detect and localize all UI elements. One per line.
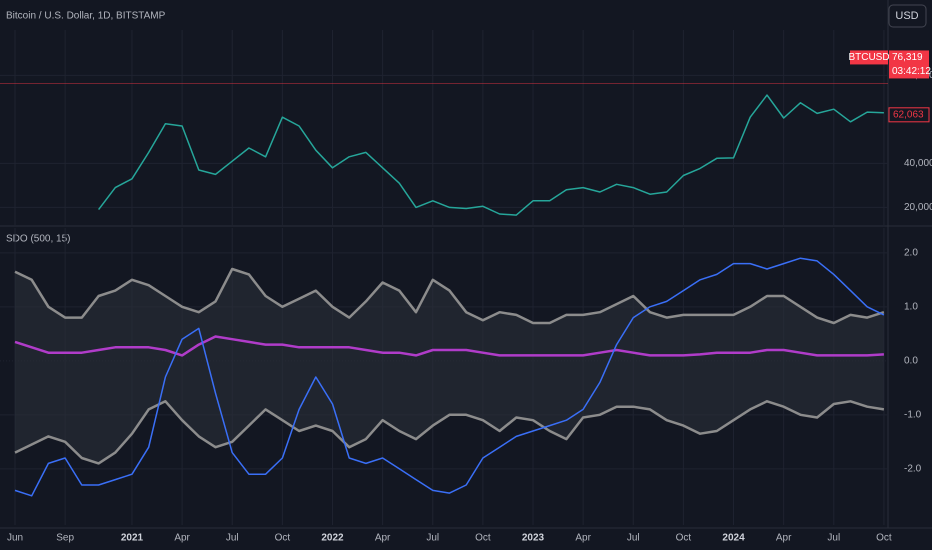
currency-label[interactable]: USD (895, 10, 918, 22)
x-tick-label: Apr (776, 533, 792, 544)
y-tick-label: -1.0 (904, 409, 922, 420)
y-tick-label: 20,000 (904, 202, 932, 213)
y-tick-label: 1.0 (904, 301, 918, 312)
countdown-label: 03:42:12 (892, 66, 931, 77)
symbol-title: Bitcoin / U.S. Dollar, 1D, BITSTAMP (6, 11, 166, 22)
indicator-title: SDO (500, 15) (6, 234, 70, 245)
x-tick-label: Sep (56, 533, 74, 544)
pane (0, 228, 888, 525)
y-tick-label: 0.0 (904, 355, 918, 366)
currency-button[interactable] (888, 4, 927, 28)
x-tick-label: Apr (575, 533, 591, 544)
x-tick-label: 2024 (722, 533, 745, 544)
x-tick-label: Jul (627, 533, 640, 544)
series-line (14, 267, 885, 325)
x-tick-label: Oct (676, 533, 692, 544)
x-tick-label: Apr (375, 533, 391, 544)
prev-price-label: 62,063 (893, 109, 924, 120)
x-tick-label: Jul (827, 533, 840, 544)
x-tick-label: Jul (426, 533, 439, 544)
symbol-tag-label: BTCUSD (848, 52, 889, 63)
y-tick-label: -2.0 (904, 463, 922, 474)
last-price-label: 76,319 (892, 52, 923, 63)
x-tick-label: Oct (475, 533, 491, 544)
x-tick-label: 2023 (522, 533, 545, 544)
y-tick-label: 40,000 (904, 158, 932, 169)
series-line (14, 335, 884, 357)
symbol-tag (850, 50, 888, 65)
series-line (14, 400, 885, 465)
x-tick-label: Jun (7, 533, 23, 544)
y-tick-label: 2.0 (904, 247, 918, 258)
last-price-tag (889, 50, 929, 79)
series-line (14, 257, 885, 497)
x-tick-label: Oct (275, 533, 291, 544)
x-tick-label: Oct (876, 533, 892, 544)
x-tick-label: Jul (226, 533, 239, 544)
x-tick-label: 2022 (321, 533, 344, 544)
pane (0, 30, 888, 225)
prev-price-tag (888, 107, 930, 123)
x-tick-label: 2021 (121, 533, 144, 544)
series-line (98, 94, 884, 216)
x-tick-label: Apr (174, 533, 190, 544)
